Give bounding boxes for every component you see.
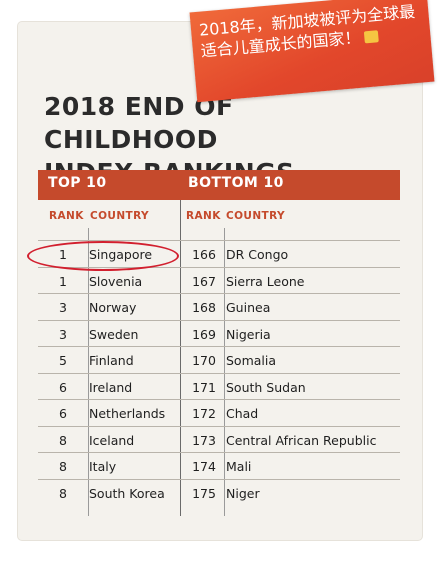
top10-country: Italy bbox=[89, 459, 117, 474]
bottom10-rank: 171 bbox=[192, 379, 216, 395]
row-separator bbox=[38, 346, 400, 347]
bottom10-country: Central African Republic bbox=[226, 432, 377, 448]
table-row: 3 Norway 168 Guinea bbox=[38, 295, 400, 321]
top10-country: Finland bbox=[89, 353, 134, 368]
highlight-circle bbox=[27, 241, 179, 271]
column-divider-left bbox=[88, 228, 89, 516]
top10-country: South Korea bbox=[89, 485, 165, 501]
top10-country: Netherlands bbox=[89, 406, 166, 421]
bottom10-rank: 169 bbox=[192, 326, 216, 342]
bottom10-country: Sierra Leone bbox=[226, 273, 305, 289]
row-separator bbox=[38, 452, 400, 453]
bottom10-rank: 173 bbox=[192, 432, 216, 448]
top10-rank: 3 bbox=[59, 326, 67, 342]
table-row: 3 Sweden 169 Nigeria bbox=[38, 322, 400, 348]
top10-rank: 5 bbox=[59, 353, 67, 368]
table-row: 8 Italy 174 Mali bbox=[38, 454, 400, 480]
rank-column-header-right: RANK bbox=[186, 210, 221, 222]
table-divider bbox=[180, 200, 181, 516]
bottom10-country: Guinea bbox=[226, 300, 271, 315]
top10-rank: 3 bbox=[59, 300, 67, 315]
top10-country: Sweden bbox=[89, 326, 139, 342]
country-column-header-right: COUNTRY bbox=[226, 210, 286, 222]
top10-country: Ireland bbox=[89, 379, 133, 395]
bottom10-rank: 172 bbox=[192, 406, 216, 421]
bottom10-country: Chad bbox=[226, 406, 259, 421]
bottom10-country: Niger bbox=[226, 485, 260, 501]
row-separator bbox=[38, 240, 400, 241]
top10-rank: 1 bbox=[59, 273, 67, 289]
table-row: 5 Finland 170 Somalia bbox=[38, 348, 400, 374]
bottom10-rank: 175 bbox=[192, 485, 216, 501]
table-row: 8 South Korea 175 Niger bbox=[38, 481, 400, 507]
top10-rank: 8 bbox=[59, 432, 67, 448]
table-header-bar: TOP 10 BOTTOM 10 bbox=[38, 170, 400, 200]
title-line-1: 2018 END OF CHILDHOOD bbox=[44, 92, 234, 154]
top10-country: Slovenia bbox=[89, 273, 143, 289]
rankings-card bbox=[18, 22, 422, 540]
row-separator bbox=[38, 372, 400, 374]
bottom10-rank: 166 bbox=[192, 247, 216, 262]
row-separator bbox=[38, 293, 400, 294]
bottom10-country: South Sudan bbox=[226, 379, 306, 395]
top10-country: Iceland bbox=[89, 432, 135, 448]
bottom10-country: Nigeria bbox=[226, 326, 271, 342]
top10-country: Norway bbox=[89, 300, 137, 315]
row-separator bbox=[38, 399, 400, 400]
bottom10-rank: 170 bbox=[192, 353, 216, 368]
country-column-header-left: COUNTRY bbox=[90, 210, 150, 222]
table-row: 8 Iceland 173 Central African Republic bbox=[38, 428, 400, 454]
top10-rank: 8 bbox=[59, 459, 67, 474]
top10-header: TOP 10 bbox=[48, 175, 107, 191]
row-separator bbox=[38, 319, 400, 321]
bottom10-rank: 174 bbox=[192, 459, 216, 474]
top10-rank: 8 bbox=[59, 485, 67, 501]
rank-column-header-left: RANK bbox=[49, 210, 84, 222]
bottom10-header: BOTTOM 10 bbox=[188, 175, 284, 191]
row-separator bbox=[38, 478, 400, 480]
emoji-icon bbox=[363, 30, 379, 44]
bottom10-country: Somalia bbox=[226, 353, 277, 368]
top10-rank: 6 bbox=[59, 379, 67, 395]
row-separator bbox=[38, 425, 400, 427]
column-divider-right bbox=[224, 228, 225, 516]
table-row: 1 Slovenia 167 Sierra Leone bbox=[38, 269, 400, 295]
bottom10-rank: 168 bbox=[192, 300, 216, 315]
table-row: 6 Netherlands 172 Chad bbox=[38, 401, 400, 427]
table-row: 6 Ireland 171 South Sudan bbox=[38, 375, 400, 401]
sticker-text: 2018年，新加坡被评为全球最适合儿童成长的国家！ bbox=[198, 0, 425, 61]
sticker-caption: 2018年，新加坡被评为全球最适合儿童成长的国家！ bbox=[198, 1, 416, 61]
row-separator bbox=[38, 266, 400, 268]
bottom10-country: Mali bbox=[226, 459, 252, 474]
top10-rank: 6 bbox=[59, 406, 67, 421]
bottom10-rank: 167 bbox=[192, 273, 216, 289]
bottom10-country: DR Congo bbox=[226, 247, 289, 262]
